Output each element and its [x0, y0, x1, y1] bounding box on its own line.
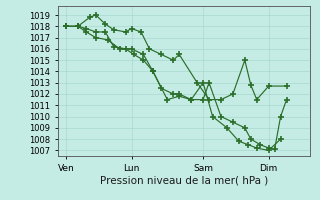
X-axis label: Pression niveau de la mer( hPa ): Pression niveau de la mer( hPa ) — [100, 175, 268, 185]
